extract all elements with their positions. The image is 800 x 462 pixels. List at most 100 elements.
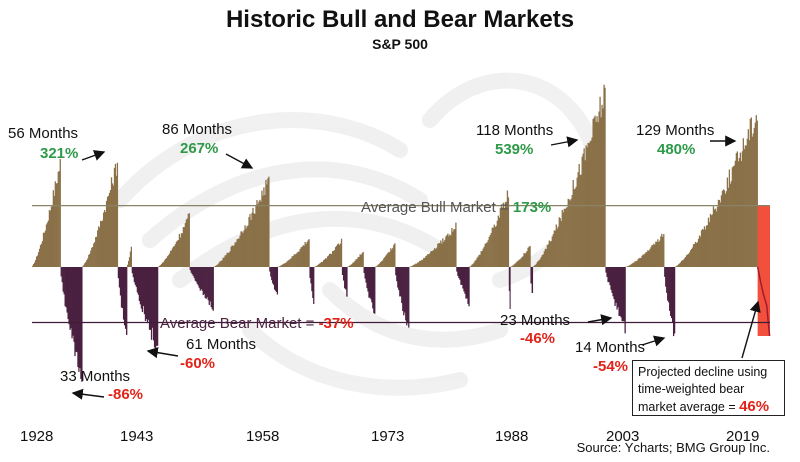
- average-bear-text: Average Bear Market =: [160, 315, 319, 332]
- bear-bar: [117, 267, 120, 279]
- bull-bar: [229, 251, 231, 267]
- bear-13-months-label: 23 Months: [500, 312, 571, 329]
- bull-bar: [593, 117, 595, 268]
- bull-bar: [89, 253, 91, 267]
- bull-bar: [700, 230, 703, 267]
- bear-bar: [70, 267, 72, 329]
- bull-bar: [180, 233, 183, 267]
- bull-bar: [645, 252, 647, 267]
- bull-bar: [265, 179, 267, 267]
- bull-bar: [327, 255, 330, 267]
- bear-bar: [531, 267, 534, 293]
- projection-note-line-1: Projected decline using: [638, 365, 768, 379]
- bear-bar: [615, 267, 617, 303]
- bull-bar: [627, 265, 629, 267]
- bull-bar: [217, 263, 219, 267]
- bull-bar: [296, 252, 298, 267]
- bull-bar: [733, 165, 736, 267]
- bull-bar: [384, 257, 386, 267]
- bull-bar: [215, 265, 217, 267]
- bull-bar: [490, 232, 492, 267]
- bull-bar: [110, 177, 113, 267]
- bear-bar: [274, 267, 277, 291]
- x-tick-label: 2019: [726, 428, 760, 445]
- bull-bar: [168, 253, 171, 267]
- bull-bar: [538, 260, 541, 267]
- bull-bar: [443, 241, 445, 267]
- bull-bar: [35, 256, 38, 267]
- bull-bar: [721, 190, 724, 267]
- bull-bar: [176, 240, 179, 267]
- bear-bar: [197, 267, 199, 286]
- bull-bar: [230, 246, 232, 267]
- bull-bar: [380, 261, 382, 267]
- bear-bar: [60, 267, 62, 277]
- bull-bar: [493, 224, 495, 267]
- bull-bar: [56, 183, 58, 267]
- bull-bar: [703, 226, 706, 267]
- bull-bar: [127, 264, 129, 267]
- bear-bar: [610, 267, 612, 290]
- bull-bar: [708, 221, 711, 267]
- bear-bar: [616, 267, 618, 310]
- bull-bar: [303, 245, 305, 267]
- bear-bar: [74, 267, 76, 357]
- bull-bar: [580, 174, 582, 267]
- bull-bar: [522, 256, 524, 267]
- bull-bar: [334, 247, 337, 267]
- watermark-stroke: [142, 161, 428, 248]
- bear-bar: [406, 267, 408, 326]
- bull-bar: [423, 257, 425, 267]
- bull-bar: [598, 111, 600, 267]
- bull-bar: [235, 242, 237, 267]
- bull-bar: [640, 258, 642, 267]
- bull-bar: [415, 263, 417, 267]
- bull-bar: [115, 175, 118, 267]
- bull-bar: [251, 212, 253, 267]
- bull-bar: [533, 265, 536, 267]
- bull-bar: [129, 251, 132, 267]
- bull-bar: [224, 255, 226, 267]
- bull-bar: [756, 120, 758, 267]
- bull-bar: [113, 167, 116, 267]
- bull-bar: [234, 242, 236, 267]
- bull-bar: [223, 257, 225, 267]
- bull-bar: [317, 265, 319, 267]
- bull-bar: [529, 245, 531, 267]
- bull-bar: [547, 244, 549, 267]
- bull-bar: [648, 251, 650, 267]
- bear-bar: [464, 267, 466, 294]
- bull-bar: [452, 231, 454, 267]
- bull-bar: [108, 192, 111, 267]
- bull-bar: [754, 122, 756, 267]
- bear-bar: [208, 267, 210, 305]
- bull-bar: [44, 230, 47, 267]
- bull-bar: [93, 243, 95, 267]
- bull-bar: [675, 265, 678, 267]
- bull-bar: [178, 234, 181, 267]
- bull-bar: [254, 213, 256, 267]
- bull-bar: [105, 200, 108, 267]
- arrow-projection: [741, 300, 761, 359]
- bull-bar: [429, 253, 431, 267]
- bull-bar: [631, 263, 633, 267]
- bull-bar: [485, 242, 487, 267]
- bear-bar: [370, 267, 372, 300]
- bull-bar: [53, 195, 55, 267]
- bull-bar: [90, 250, 92, 267]
- bull-bar: [257, 203, 259, 267]
- bull-bar: [256, 200, 258, 267]
- arrow-bull-1: [81, 150, 106, 161]
- projected-decline-line: [756, 266, 771, 337]
- bull-bar: [46, 222, 49, 267]
- bear-bar: [405, 267, 407, 321]
- bull-bar: [40, 243, 43, 267]
- bull-bar: [32, 265, 34, 267]
- bear-bar: [75, 267, 77, 352]
- bear-bar: [508, 267, 510, 292]
- bear-bar: [666, 267, 668, 293]
- bear-bar: [622, 267, 624, 322]
- bull-bar: [300, 247, 302, 267]
- bull-bar: [295, 253, 297, 267]
- bear-bar: [204, 267, 206, 299]
